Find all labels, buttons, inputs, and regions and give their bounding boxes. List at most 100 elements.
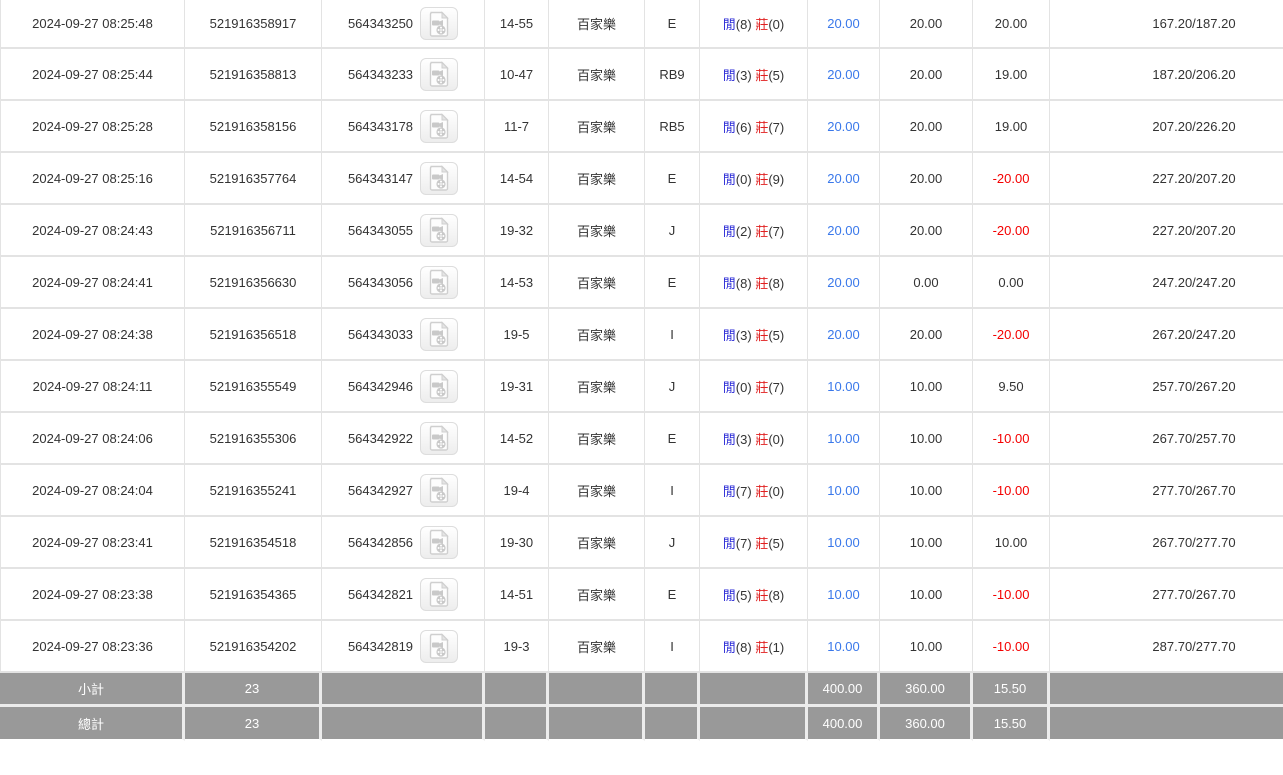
- bet-id: 521916354365: [185, 569, 322, 621]
- game-name: 百家樂: [549, 517, 645, 569]
- banker-points: (8): [768, 587, 785, 603]
- bet-amount-link[interactable]: 10.00: [827, 534, 860, 550]
- table-row: 2024-09-27 08:25:28 521916358156 5643431…: [0, 101, 1283, 153]
- result-code: I: [645, 309, 700, 361]
- table-row: 2024-09-27 08:24:43 521916356711 5643430…: [0, 205, 1283, 257]
- player-points: (8): [735, 17, 752, 32]
- video-replay-button[interactable]: [420, 629, 459, 663]
- win-loss-amount: 19.00: [973, 101, 1050, 153]
- game-name: 百家樂: [549, 0, 645, 49]
- player-label: 閒: [722, 17, 736, 32]
- bet-id: 521916355549: [185, 361, 322, 413]
- video-replay-button[interactable]: [420, 473, 459, 507]
- video-file-icon: [429, 217, 449, 243]
- subtotal-bet-total: 400.00: [808, 673, 880, 707]
- round-id-cell: 564342927: [322, 465, 485, 517]
- bet-amount-link[interactable]: 10.00: [827, 482, 860, 498]
- bet-amount-link[interactable]: 20.00: [827, 118, 860, 134]
- valid-bet-amount: 20.00: [880, 153, 973, 205]
- bet-amount-link[interactable]: 20.00: [827, 170, 860, 186]
- game-name: 百家樂: [549, 361, 645, 413]
- video-replay-button[interactable]: [420, 109, 459, 143]
- table-row: 2024-09-27 08:24:41 521916356630 5643430…: [0, 257, 1283, 309]
- bet-amount-link[interactable]: 20.00: [827, 326, 860, 342]
- table-row: 2024-09-27 08:23:38 521916354365 5643428…: [0, 569, 1283, 621]
- bet-amount-link[interactable]: 20.00: [827, 274, 860, 290]
- valid-bet-amount: 0.00: [880, 257, 973, 309]
- round-id-cell: 564342819: [322, 621, 485, 673]
- valid-bet-amount: 10.00: [880, 361, 973, 413]
- bet-amount-link[interactable]: 20.00: [827, 16, 860, 31]
- player-label: 閒: [722, 639, 736, 655]
- bet-amount-cell: 20.00: [808, 0, 880, 49]
- round-id: 564343250: [347, 16, 414, 31]
- game-result: 閒(8) 莊(8): [700, 257, 808, 309]
- video-replay-button[interactable]: [420, 421, 459, 455]
- bet-id: 521916356711: [185, 205, 322, 257]
- bet-amount-link[interactable]: 10.00: [827, 638, 860, 654]
- video-replay-button[interactable]: [420, 7, 459, 40]
- bet-amount-cell: 20.00: [808, 205, 880, 257]
- round-id: 564343147: [347, 170, 414, 186]
- game-name: 百家樂: [549, 257, 645, 309]
- banker-label: 莊: [755, 275, 769, 291]
- subtotal-count: 23: [185, 673, 322, 707]
- table-row: 2024-09-27 08:23:36 521916354202 5643428…: [0, 621, 1283, 673]
- round-id: 564342819: [347, 638, 414, 654]
- table-round: 14-53: [485, 257, 549, 309]
- table-round: 19-32: [485, 205, 549, 257]
- video-replay-button[interactable]: [420, 213, 459, 247]
- game-name: 百家樂: [549, 49, 645, 101]
- game-result: 閒(0) 莊(9): [700, 153, 808, 205]
- bet-amount-link[interactable]: 10.00: [827, 586, 860, 602]
- result-code: E: [645, 153, 700, 205]
- video-replay-button[interactable]: [420, 161, 459, 195]
- bet-amount-cell: 10.00: [808, 621, 880, 673]
- valid-bet-amount: 20.00: [880, 0, 973, 49]
- round-id-cell: 564342946: [322, 361, 485, 413]
- video-replay-button[interactable]: [420, 265, 459, 299]
- player-label: 閒: [722, 431, 736, 447]
- balance-before-after: 247.20/247.20: [1050, 257, 1283, 309]
- video-replay-button[interactable]: [420, 57, 459, 91]
- banker-label: 莊: [755, 431, 769, 447]
- valid-bet-amount: 10.00: [880, 621, 973, 673]
- bet-id: 521916358813: [185, 49, 322, 101]
- bet-id: 521916356630: [185, 257, 322, 309]
- bet-amount-link[interactable]: 20.00: [827, 222, 860, 238]
- bet-amount-link[interactable]: 10.00: [827, 430, 860, 446]
- bet-time: 2024-09-27 08:23:41: [0, 517, 185, 569]
- banker-points: (0): [768, 17, 785, 32]
- valid-bet-amount: 10.00: [880, 413, 973, 465]
- bet-amount-cell: 20.00: [808, 101, 880, 153]
- valid-bet-amount: 20.00: [880, 205, 973, 257]
- win-loss-amount: 19.00: [973, 49, 1050, 101]
- game-result: 閒(7) 莊(5): [700, 517, 808, 569]
- bet-amount-link[interactable]: 10.00: [827, 378, 860, 394]
- video-replay-button[interactable]: [420, 317, 459, 351]
- table-row: 2024-09-27 08:25:44 521916358813 5643432…: [0, 49, 1283, 101]
- banker-points: (0): [768, 431, 785, 447]
- bet-id: 521916354202: [185, 621, 322, 673]
- game-result: 閒(8) 莊(1): [700, 621, 808, 673]
- balance-before-after: 287.70/277.70: [1050, 621, 1283, 673]
- player-points: (5): [735, 587, 752, 603]
- bet-amount-link[interactable]: 20.00: [827, 66, 860, 82]
- video-file-icon: [429, 61, 449, 87]
- video-replay-button[interactable]: [420, 525, 459, 559]
- table-row: 2024-09-27 08:23:41 521916354518 5643428…: [0, 517, 1283, 569]
- banker-points: (8): [768, 275, 785, 291]
- win-loss-amount: -10.00: [973, 569, 1050, 621]
- video-replay-button[interactable]: [420, 577, 459, 611]
- video-replay-button[interactable]: [420, 369, 459, 403]
- banker-label: 莊: [755, 483, 769, 499]
- grand-total-empty-cell: [322, 707, 485, 741]
- table-round: 14-55: [485, 0, 549, 49]
- table-round: 19-3: [485, 621, 549, 673]
- result-code: J: [645, 205, 700, 257]
- round-id: 564343056: [347, 274, 414, 290]
- video-file-icon: [429, 477, 449, 503]
- valid-bet-amount: 10.00: [880, 465, 973, 517]
- player-label: 閒: [722, 327, 736, 343]
- bet-amount-cell: 10.00: [808, 569, 880, 621]
